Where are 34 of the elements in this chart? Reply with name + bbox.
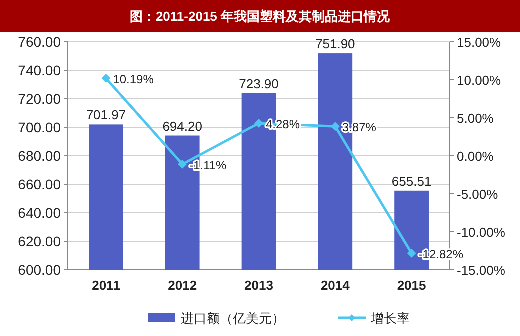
- x-tick-label: 2013: [244, 278, 274, 293]
- y-tick-label: 620.00: [18, 234, 62, 250]
- point: [178, 160, 188, 169]
- x-tick-label: 2015: [397, 278, 426, 293]
- y-tick-label: 680.00: [18, 148, 62, 164]
- data-label: 751.90: [316, 36, 356, 52]
- y-tick-label: 700.00: [18, 120, 62, 136]
- chart-title: 图：2011-2015 年我国塑料及其制品进口情况: [130, 9, 392, 24]
- legend-label: 增长率: [370, 311, 410, 326]
- x-tick-label: 2014: [320, 278, 351, 293]
- x-tick-label: 2011: [92, 278, 120, 293]
- point: [102, 74, 111, 84]
- y2-tick-label: -5.00%: [457, 187, 499, 202]
- y2-tick-label: -10.00%: [457, 225, 506, 240]
- y-tick-label: 720.00: [18, 91, 62, 107]
- y-tick-label: 600.00: [18, 262, 62, 278]
- data-label: 694.20: [162, 118, 202, 134]
- legend-label: 进口额（亿美元）: [181, 311, 285, 326]
- y2-tick-label: 5.00%: [457, 111, 494, 126]
- y2-tick-label: 15.00%: [457, 35, 502, 50]
- y-tick-label: 660.00: [18, 176, 62, 192]
- data-label: 723.90: [239, 76, 279, 92]
- y2-tick-label: 10.00%: [457, 73, 502, 88]
- data-label: 701.97: [86, 108, 126, 123]
- x-tick-label: 2012: [168, 278, 198, 293]
- y2-tick-label: -15.00%: [457, 263, 506, 278]
- point: [407, 248, 416, 258]
- point: [254, 118, 264, 128]
- y-tick-label: 740.00: [18, 62, 62, 78]
- data-label: 10.19%: [113, 72, 154, 87]
- data-label: 655.51: [392, 174, 432, 189]
- y2-tick-label: 0.00%: [457, 149, 494, 164]
- y-tick-label: 640.00: [18, 205, 62, 221]
- y-tick-label: 760.00: [18, 34, 62, 50]
